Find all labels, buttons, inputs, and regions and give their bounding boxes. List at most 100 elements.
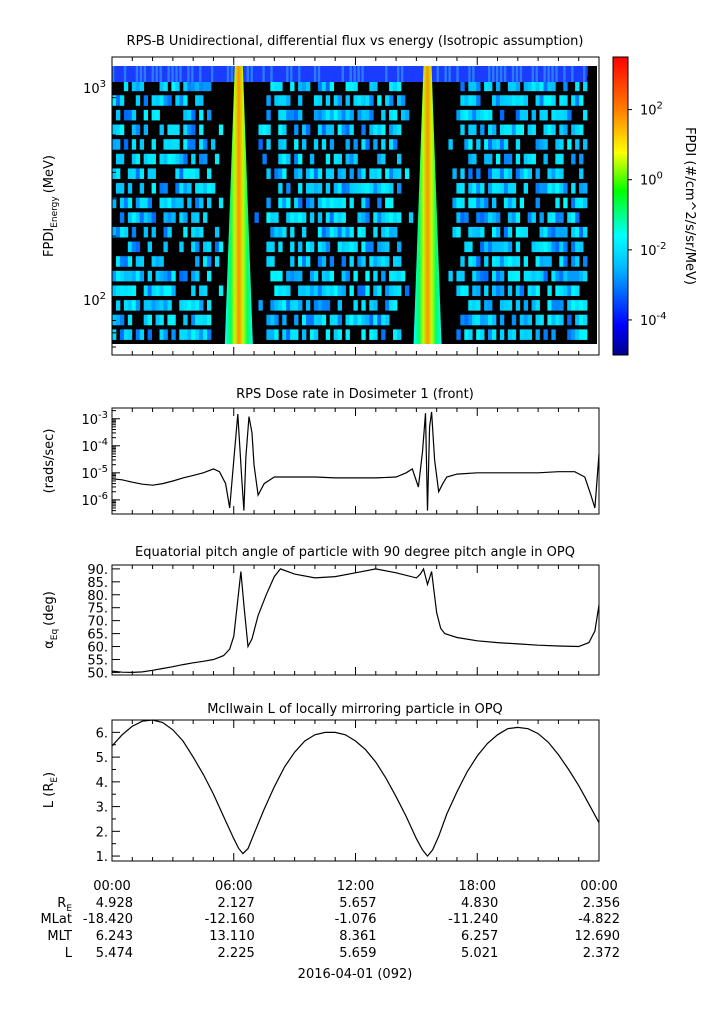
heatmap-cell [317, 124, 323, 136]
heatmap-cell [282, 226, 287, 238]
heatmap-cell [175, 197, 180, 209]
heatmap-cell [523, 314, 529, 326]
heatmap-cell [515, 226, 521, 238]
heatmap-cell [389, 80, 394, 92]
heatmap-cell [460, 95, 465, 106]
heatmap-cell [472, 270, 477, 282]
heatmap-cell [167, 212, 172, 223]
heatmap-cell [583, 80, 588, 92]
heatmap-cell [353, 183, 358, 194]
heatmap-cell [507, 241, 513, 253]
heatmap-cell [484, 241, 489, 253]
heatmap-cell [563, 197, 568, 209]
heatmap-cell [575, 124, 580, 136]
heatmap-cell [551, 80, 556, 92]
y-tick-label: 80. [87, 589, 108, 604]
heatmap-cell [115, 226, 121, 238]
heatmap-cell [207, 241, 212, 253]
heatmap-cell [468, 66, 471, 82]
y-tick-label: 10-3 [81, 410, 108, 428]
heatmap-cell [357, 95, 362, 106]
panel1-title: RPS-B Unidirectional, differential flux … [127, 34, 584, 49]
heatmap-cell [345, 124, 350, 136]
heatmap-cell [112, 270, 117, 282]
heatmap-cell [131, 80, 137, 92]
heatmap-cell [179, 300, 184, 311]
heatmap-cell [456, 329, 461, 340]
heatmap-cell [507, 212, 513, 223]
heatmap-cell [294, 153, 299, 165]
heatmap-cell [563, 95, 568, 106]
heatmap-cell [179, 270, 184, 282]
heatmap-cell [333, 329, 339, 340]
y-tick-label: 90. [87, 563, 108, 578]
heatmap-cell [511, 183, 517, 194]
time-tick-label: 00:00 [93, 879, 130, 894]
ephemeris-value: 2.356 [583, 896, 620, 911]
heatmap-cell [567, 300, 572, 311]
heatmap-cell [226, 66, 230, 82]
heatmap-cell [290, 226, 295, 238]
heatmap-cell [123, 285, 129, 297]
heatmap-cell [163, 329, 168, 340]
heatmap-cell [369, 329, 374, 340]
colorbar [613, 57, 628, 355]
panel2-axes: 10-6 10-5 10-4 10-3 [81, 408, 600, 515]
heatmap-cell [393, 329, 398, 340]
heatmap-cell [456, 109, 461, 121]
panel3-ylabel-unit: (deg) [42, 591, 57, 626]
heatmap-cell [488, 80, 493, 92]
heatmap-cell [266, 124, 271, 136]
heatmap-cell [357, 285, 362, 297]
heatmap-cell [460, 270, 465, 282]
heatmap-cell [298, 270, 303, 282]
heatmap-cell [191, 241, 196, 253]
heatmap-cell [507, 256, 513, 267]
heatmap-cell [381, 153, 386, 165]
heatmap-cell [337, 95, 342, 106]
heatmap-cell [551, 314, 556, 326]
heatmap-cell [207, 300, 212, 311]
heatmap-cell [531, 109, 536, 121]
heatmap-cell [151, 256, 156, 267]
heatmap-cell [579, 168, 584, 179]
heatmap-cell [258, 139, 263, 150]
heatmap-cell [575, 241, 580, 253]
heatmap-cell [266, 95, 271, 106]
heatmap-cell [393, 270, 398, 282]
heatmap-cell [112, 314, 117, 326]
heatmap-cell [555, 153, 560, 165]
heatmap-cell [531, 241, 536, 253]
heatmap-cell [547, 212, 552, 223]
heatmap-cell [207, 270, 212, 282]
heatmap-cell [325, 109, 331, 121]
heatmap-cell [321, 80, 327, 92]
heatmap-cell [112, 285, 117, 297]
heatmap-cell [274, 80, 279, 92]
heatmap-cell [456, 285, 461, 297]
heatmap-cell [369, 124, 374, 136]
heatmap-cell [523, 226, 529, 238]
heatmap-cell [258, 300, 263, 311]
heatmap-cell [298, 285, 303, 297]
heatmap-cell [191, 226, 196, 238]
heatmap-cell [389, 197, 394, 209]
heatmap-cell [266, 329, 271, 340]
heatmap-cell [127, 183, 133, 194]
heatmap-cell [575, 270, 580, 282]
heatmap-cell [151, 300, 156, 311]
heatmap-cell [127, 300, 133, 311]
panel1-y-label: FPDIEnergy (MeV) [42, 155, 60, 257]
heatmap-cell [195, 226, 200, 238]
heatmap-cell [397, 212, 402, 223]
heatmap-cell [559, 285, 564, 297]
time-tick-labels: 00:00 06:00 12:00 18:00 00:00 [93, 879, 617, 894]
heatmap-cell [139, 212, 145, 223]
heatmap-cell [373, 226, 378, 238]
heatmap-cell [175, 139, 180, 150]
heatmap-cell [492, 256, 497, 267]
heatmap-cell [551, 183, 556, 194]
heatmap-cell [127, 329, 133, 340]
heatmap-cell [492, 314, 497, 326]
heatmap-cell [191, 124, 196, 136]
